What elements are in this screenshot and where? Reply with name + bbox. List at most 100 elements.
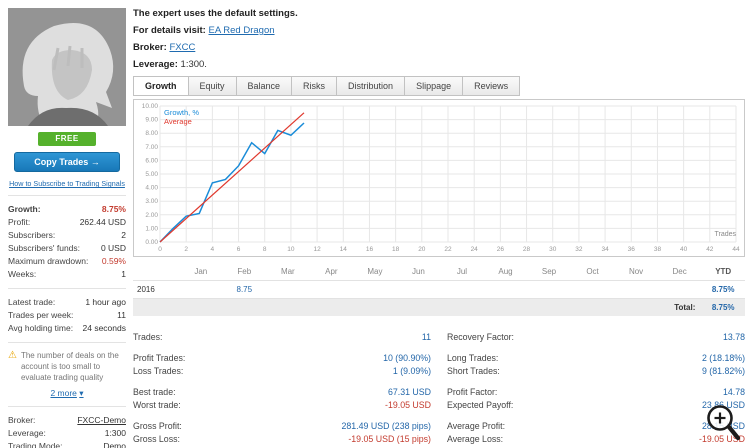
info-row: Subscribers' funds: 0 USD xyxy=(8,242,126,255)
year-cell: 2016 xyxy=(137,285,155,294)
stat-row: Expected Payoff: 23.86 USD xyxy=(447,399,745,412)
axis-tick-label: 42 xyxy=(706,246,714,253)
axis-tick-label: 40 xyxy=(680,246,688,253)
month-header: Dec xyxy=(672,267,687,276)
year-header xyxy=(133,263,179,281)
tab-reviews[interactable]: Reviews xyxy=(463,76,521,96)
tab-balance[interactable]: Balance xyxy=(236,76,293,96)
axis-tick-label: 5.00 xyxy=(145,171,158,178)
series-line-1 xyxy=(159,112,305,243)
chart-legend: Growth, % Average xyxy=(164,108,199,126)
stat-row: Worst trade: -19.05 USD xyxy=(133,399,431,412)
axis-tick-label: 38 xyxy=(654,246,662,253)
info-label: Trading Mode: xyxy=(8,441,63,448)
month-header: Nov xyxy=(628,267,644,276)
stat-label: Trades: xyxy=(133,332,163,342)
divider xyxy=(8,288,126,289)
total-label: Total: xyxy=(674,303,696,312)
monthly-returns-table: Jan Feb Mar Apr May Jun Jul Aug Sep Oct Nov Dec YTD 2… xyxy=(133,263,745,316)
info-label: Latest trade: xyxy=(8,297,56,307)
month-cell: 8.75 xyxy=(236,285,253,294)
axis-tick-label: 10.00 xyxy=(142,103,159,110)
info-label: Trades per week: xyxy=(8,310,74,320)
tabs-bar: Growth Equity Balance Risks Distribution Slip… xyxy=(133,76,745,96)
tab-growth[interactable]: Growth xyxy=(133,76,189,96)
stat-value: 14.78 xyxy=(722,387,745,397)
avatar-image xyxy=(8,8,126,126)
stat-label: Gross Profit: xyxy=(133,421,182,431)
axis-tick-label: 28 xyxy=(523,246,531,253)
info-value: 262.44 USD xyxy=(79,217,126,227)
tab-distribution[interactable]: Distribution xyxy=(337,76,406,96)
chevron-down-icon[interactable]: ▾ xyxy=(79,388,84,398)
details-label: For details visit: xyxy=(133,25,206,36)
axis-tick-label: 6.00 xyxy=(145,157,158,164)
axis-tick-label: 2.00 xyxy=(145,212,158,219)
more-link-label[interactable]: 2 more xyxy=(50,388,77,398)
stat-value: -19.05 USD xyxy=(699,434,745,444)
info-row: Growth: 8.75% xyxy=(8,203,126,216)
axis-tick-label: 4 xyxy=(211,246,215,253)
stat-row: Gross Loss: -19.05 USD (15 pips) xyxy=(133,433,431,446)
info-row: Profit: 262.44 USD xyxy=(8,216,126,229)
growth-chart: 0.00 1.00 2.00 3.00 4.00 5.00 6.00 7.00 8.00 9.00… xyxy=(133,99,745,257)
stat-row: Short Trades: 9 (81.82%) xyxy=(447,365,745,378)
info-value: Demo xyxy=(103,441,126,448)
info-label: Subscribers' funds: xyxy=(8,243,81,253)
zoom-icon[interactable] xyxy=(704,402,744,444)
stat-value: 67.31 USD xyxy=(387,387,431,397)
stat-value: 11 xyxy=(421,332,431,342)
activity-stats: Latest trade: 1 hour ago Trades per week: 1… xyxy=(8,296,126,335)
info-row: Latest trade: 1 hour ago xyxy=(8,296,126,309)
chart-canvas: 0.00 1.00 2.00 3.00 4.00 5.00 6.00 7.00 8.00 9.00… xyxy=(142,103,740,253)
stat-label: Long Trades: xyxy=(447,353,499,363)
axis-tick-label: 34 xyxy=(601,246,609,253)
stat-row: Long Trades: 2 (18.18%) xyxy=(447,352,745,365)
month-header: Jun xyxy=(411,267,425,276)
month-cell xyxy=(397,281,441,299)
month-cell xyxy=(484,281,528,299)
month-cell xyxy=(179,281,223,299)
copy-trades-button[interactable]: Copy Trades → xyxy=(14,152,120,172)
stats-right-column: Recovery Factor: 13.78 Long Trades: 2 (18.1… xyxy=(447,331,745,448)
month-header: Apr xyxy=(325,267,338,276)
stat-label: Profit Trades: xyxy=(133,353,186,363)
info-value[interactable]: FXCC-Demo xyxy=(77,415,126,425)
axis-tick-label: 26 xyxy=(497,246,505,253)
stat-label: Loss Trades: xyxy=(133,366,184,376)
stat-label: Recovery Factor: xyxy=(447,332,514,342)
tab-risks[interactable]: Risks xyxy=(292,76,338,96)
info-value: 0.59% xyxy=(101,256,126,266)
stat-row: Average Profit:28.15 USD xyxy=(447,420,745,433)
tab-slippage[interactable]: Slippage xyxy=(405,76,464,96)
tab-equity[interactable]: Equity xyxy=(188,76,237,96)
stat-value: 1 (9.09%) xyxy=(392,366,431,376)
axis-tick-label: 1.00 xyxy=(145,225,158,232)
axis-tick-label: 24 xyxy=(471,246,479,253)
axis-tick-label: 22 xyxy=(444,246,452,253)
month-header: YTD xyxy=(715,267,732,276)
axis-tick-label: 18 xyxy=(392,246,400,253)
info-label: Broker: xyxy=(8,415,36,425)
stat-label: Gross Loss: xyxy=(133,434,180,444)
info-value: 11 xyxy=(117,310,126,320)
leverage-label: Leverage: xyxy=(133,59,178,70)
stat-label: Average Loss: xyxy=(447,434,504,444)
warning-note: ⚠ The number of deals on the account is … xyxy=(8,350,126,383)
month-cell xyxy=(440,281,484,299)
month-header: Mar xyxy=(280,267,295,276)
info-label: Weeks: xyxy=(8,269,37,279)
legend-item: Growth, % xyxy=(164,108,200,117)
info-label: Subscribers: xyxy=(8,230,56,240)
month-cell xyxy=(571,281,615,299)
month-header: Aug xyxy=(498,267,513,276)
axis-tick-label: 0 xyxy=(158,246,162,253)
more-link[interactable]: 2 more ▾ xyxy=(8,388,126,399)
info-row: Trading Mode: Demo xyxy=(8,440,126,448)
info-value: 2 xyxy=(121,230,126,240)
ea-product-link[interactable]: EA Red Dragon xyxy=(208,25,275,36)
subscribe-link[interactable]: How to Subscribe to Trading Signals xyxy=(9,179,125,188)
stat-row: Recovery Factor: 13.78 xyxy=(447,331,745,344)
broker-link[interactable]: FXCC xyxy=(169,42,196,53)
